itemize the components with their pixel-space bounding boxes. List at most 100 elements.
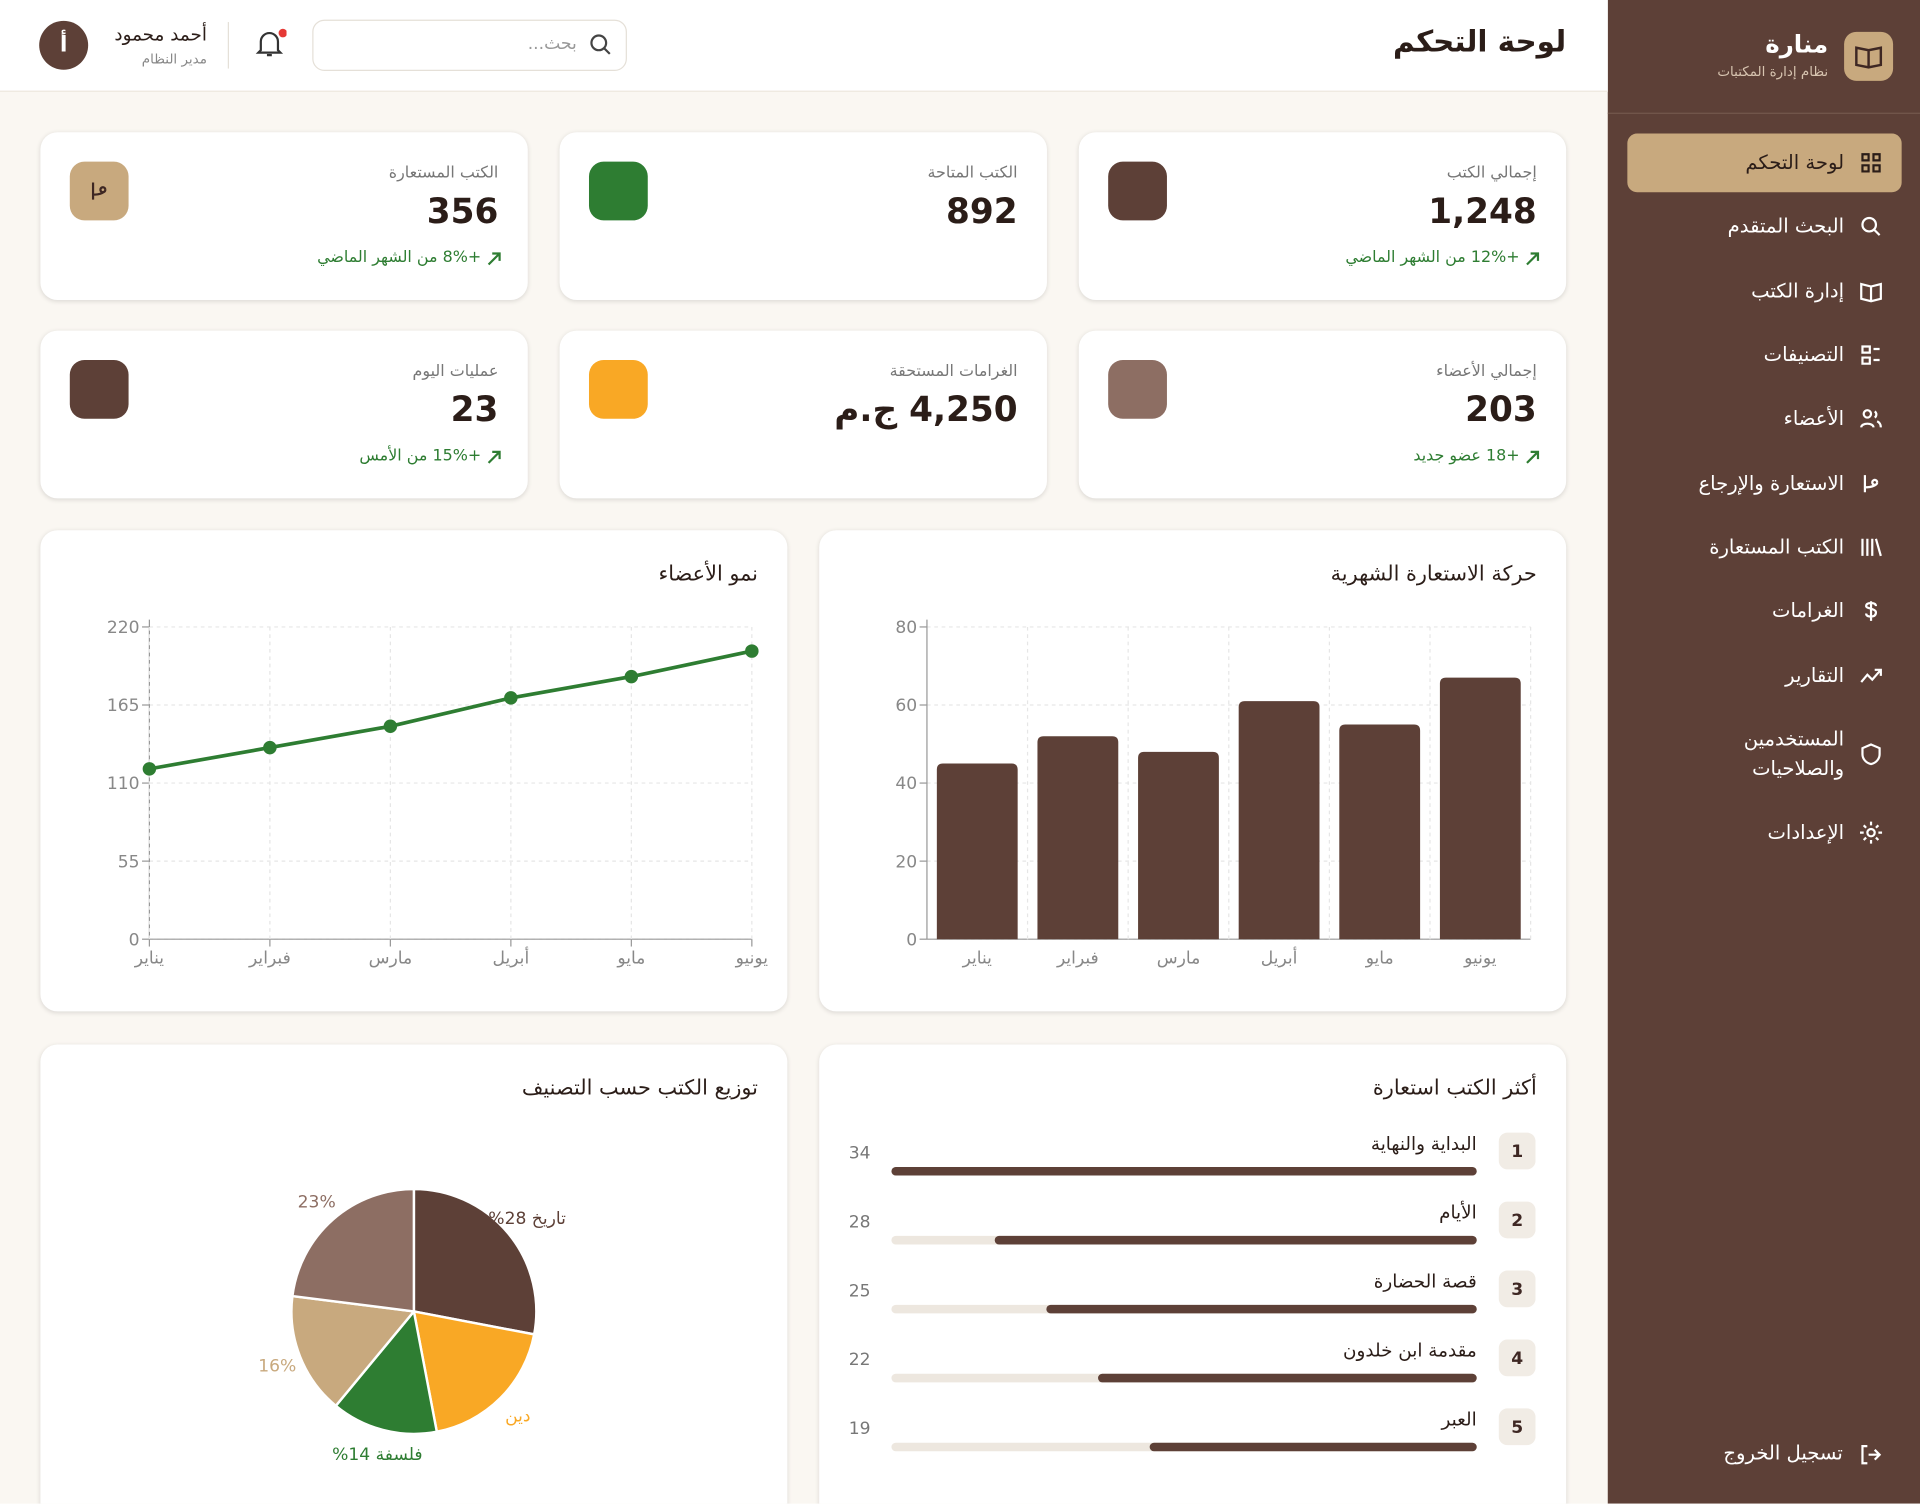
menu-icon	[1865, 601, 1878, 621]
bar	[1046, 1304, 1477, 1314]
y-tick-label: 80	[895, 618, 917, 638]
menu-item[interactable]: البحث المتقدم	[1627, 197, 1901, 256]
chart-title: نمو الأعضاء	[658, 562, 758, 587]
y-tick-label: 60	[895, 696, 917, 716]
pie-slice	[412, 1187, 538, 1336]
y-tick-label: 220	[107, 618, 140, 638]
header: لوحة التحكم بحث... أحمد محمود مدير النظا…	[0, 0, 1608, 92]
menu-icon	[1860, 282, 1882, 303]
slice-label: 23%	[298, 1192, 336, 1212]
stat-value: 892	[945, 191, 1018, 232]
y-tick-label: 20	[895, 852, 917, 872]
y-tick-label: 165	[107, 696, 140, 716]
menu-item[interactable]: الاستعارة والإرجاع	[1627, 454, 1901, 513]
bar	[1138, 751, 1219, 940]
menu-item[interactable]: التقارير	[1627, 647, 1901, 706]
x-tick-label: فبراير	[248, 949, 291, 969]
menu-item[interactable]: الأعضاء	[1627, 389, 1901, 448]
menu-label: الإعدادات	[1767, 820, 1845, 844]
menu-item[interactable]: التصنيفات	[1627, 326, 1901, 385]
x-tick-label: أبريل	[1261, 947, 1298, 969]
chart-title: حركة الاستعارة الشهرية	[1330, 562, 1537, 587]
stat-label: إجمالي الكتب	[1446, 164, 1537, 183]
menu-item[interactable]: الكتب المستعارة	[1627, 518, 1901, 577]
menu-item[interactable]: إدارة الكتب	[1627, 262, 1901, 321]
stat-icon	[588, 360, 648, 419]
search-box[interactable]: بحث...	[312, 19, 627, 72]
brand-tagline: نظام إدارة المكتبات	[1717, 63, 1829, 80]
menu-icon	[1860, 668, 1882, 683]
menu-label: المستخدمين والصلاحيات	[1743, 727, 1845, 781]
stat-card: عمليات اليوم 23 +15% من الأمس	[40, 330, 528, 499]
slice-label: 16%	[258, 1357, 296, 1377]
stat-label: الغرامات المستحقة	[889, 362, 1018, 381]
sidebar: منارة نظام إدارة المكتبات لوحة التحكم الب…	[1607, 0, 1920, 1504]
x-tick-label: يناير	[962, 949, 993, 969]
chart-card: نمو الأعضاء	[40, 530, 788, 1012]
menu-item[interactable]: الإعدادات	[1627, 803, 1901, 862]
stat-glyph	[91, 182, 107, 200]
menu-label: الكتب المستعارة	[1709, 535, 1845, 559]
menu-label: الاستعارة والإرجاع	[1698, 471, 1845, 495]
stat-card: إجمالي الكتب 1,248 +12% من الشهر الماضي	[1078, 132, 1567, 301]
stat-trend: +18 عضو جديد	[1413, 446, 1520, 466]
menu-label: التقارير	[1785, 663, 1845, 687]
menu-label: الغرامات	[1772, 598, 1845, 623]
rank-badge	[1498, 1270, 1536, 1308]
bell-icon[interactable]	[252, 27, 287, 61]
menu-item[interactable]: لوحة التحكم	[1627, 133, 1902, 193]
slice-label: فلسفة 14%	[332, 1445, 423, 1465]
chart-card: أكثر الكتب استعارة	[819, 1044, 1567, 1504]
stat-trend: +8% من الشهر الماضي	[317, 248, 482, 267]
menu-label: البحث المتقدم	[1727, 214, 1845, 238]
bar	[1439, 677, 1521, 940]
point	[624, 669, 639, 684]
user-name: أحمد محمود	[114, 23, 207, 46]
brand-icon	[1844, 31, 1894, 81]
value-label: 22	[849, 1350, 871, 1370]
trend-arrow	[1526, 252, 1540, 266]
search-placeholder: بحث...	[527, 34, 577, 54]
stat-label: إجمالي الأعضاء	[1436, 362, 1537, 381]
bar	[994, 1235, 1477, 1245]
x-tick-label: يونيو	[1463, 949, 1497, 969]
menu-icon	[1860, 821, 1883, 844]
stat-value: 203	[1465, 389, 1537, 430]
point	[383, 719, 398, 734]
value-label: 25	[849, 1281, 871, 1301]
search-icon	[590, 34, 611, 55]
book-title: العبر	[1441, 1410, 1477, 1431]
stat-label: عمليات اليوم	[412, 362, 499, 381]
y-tick-label: 40	[895, 774, 917, 794]
menu-icon	[1863, 475, 1879, 493]
menu-item[interactable]: المستخدمين والصلاحيات	[1627, 715, 1901, 793]
menu-item[interactable]: الغرامات	[1627, 582, 1901, 641]
chart-title: توزيع الكتب حسب التصنيف	[521, 1076, 758, 1101]
logout[interactable]: تسجيل الخروج	[1723, 1441, 1843, 1465]
point	[745, 644, 759, 658]
menu-label: إدارة الكتب	[1751, 279, 1845, 303]
x-tick-label: مايو	[1365, 949, 1394, 969]
line	[149, 649, 753, 771]
menu-icon	[1861, 345, 1880, 365]
stat-card: الكتب المتاحة 892	[559, 132, 1047, 301]
trend-arrow	[1526, 450, 1540, 464]
stat-icon	[1108, 161, 1167, 221]
menu-label: التصنيفات	[1763, 342, 1845, 367]
x-tick-label: مارس	[1157, 949, 1201, 969]
pie-slice	[412, 1309, 536, 1434]
bar	[891, 1166, 1477, 1176]
value-label: 19	[849, 1419, 871, 1439]
rank-badge	[1498, 1339, 1536, 1377]
stat-label: الكتب المستعارة	[388, 164, 499, 183]
trend-arrow	[487, 450, 501, 464]
y-tick-label: 0	[906, 930, 917, 950]
rank: 3	[1511, 1280, 1523, 1300]
x-tick-label: مايو	[616, 949, 645, 969]
stat-label: الكتب المتاحة	[927, 164, 1018, 183]
menu-icon	[1861, 743, 1881, 766]
stat-card: الكتب المستعارة 356 +8% من الشهر الماضي	[40, 132, 528, 301]
avatar[interactable]: أ	[39, 20, 89, 70]
